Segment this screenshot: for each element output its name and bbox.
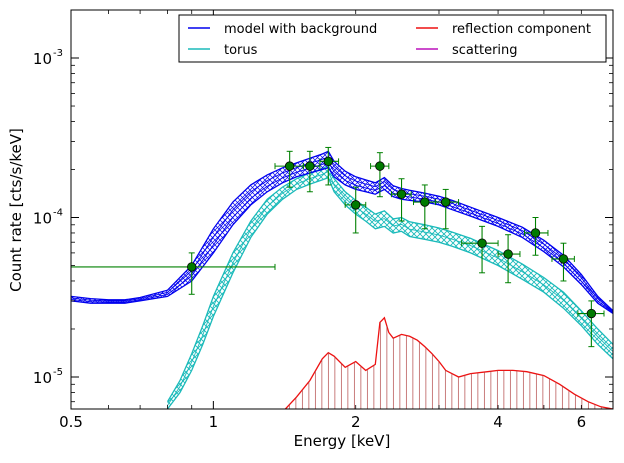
plot-area — [71, 146, 613, 409]
data-marker — [396, 189, 407, 199]
model-upper-line — [71, 150, 613, 312]
legend-label-2: torus — [224, 43, 258, 58]
data-marker — [420, 197, 430, 207]
data-point-11 — [524, 217, 549, 256]
data-marker — [351, 200, 361, 210]
data-point-0 — [71, 252, 276, 295]
model-inner-line-0 — [71, 161, 613, 313]
data-marker — [530, 228, 541, 238]
reflection-component-line — [284, 316, 613, 409]
x-tick-label-0: 0.5 — [59, 413, 83, 431]
data-marker — [586, 308, 597, 319]
torus-inner-line-0 — [167, 170, 613, 406]
y-tick-exponent-2: -3 — [53, 48, 63, 59]
y-tick-label-1: 10 — [33, 210, 52, 228]
x-tick-label-1: 1 — [209, 413, 219, 431]
data-point-1 — [274, 150, 304, 188]
y-tick-label-0: 10 — [33, 369, 52, 387]
y-axis-label: Count rate [cts/s/keV] — [7, 128, 25, 292]
x-tick-label-2: 2 — [351, 413, 361, 431]
data-marker — [477, 238, 487, 248]
model-inner-line-1 — [71, 156, 613, 313]
model-lower-line — [71, 167, 613, 315]
data-point-2 — [302, 150, 321, 193]
y-tick-exponent-0: -5 — [53, 367, 63, 378]
data-point-9 — [461, 225, 499, 274]
x-axis-label: Energy [keV] — [294, 432, 391, 450]
data-marker — [305, 161, 315, 171]
data-point-3 — [319, 146, 340, 186]
data-marker — [441, 197, 451, 207]
axes: 0.5 1 2 4 610-510-410-3 — [33, 9, 614, 431]
x-tick-label-3: 4 — [493, 413, 503, 431]
data-point-5 — [370, 152, 390, 198]
legend-box — [178, 14, 607, 63]
y-tick-exponent-1: -4 — [53, 208, 63, 219]
axes-frame — [70, 9, 614, 410]
y-tick-label-2: 10 — [33, 50, 52, 68]
data-point-10 — [497, 234, 521, 284]
data-marker — [375, 161, 385, 171]
torus-lower-line — [166, 176, 613, 409]
data-point-12 — [551, 242, 575, 282]
legend-label-0: model with background — [224, 22, 377, 37]
legend: model with background reflection componen… — [178, 14, 607, 63]
data-marker — [503, 249, 513, 259]
data-marker — [284, 161, 295, 171]
data-marker — [187, 262, 197, 272]
legend-label-1: reflection component — [452, 22, 591, 37]
data-marker — [323, 156, 333, 167]
data-point-6 — [390, 178, 412, 222]
legend-label-3: scattering — [452, 43, 518, 58]
data-point-13 — [577, 300, 605, 348]
data-point-4 — [344, 186, 367, 234]
x-tick-label-4: 6 — [577, 413, 587, 431]
data-point-8 — [435, 188, 460, 230]
data-marker — [558, 254, 569, 264]
